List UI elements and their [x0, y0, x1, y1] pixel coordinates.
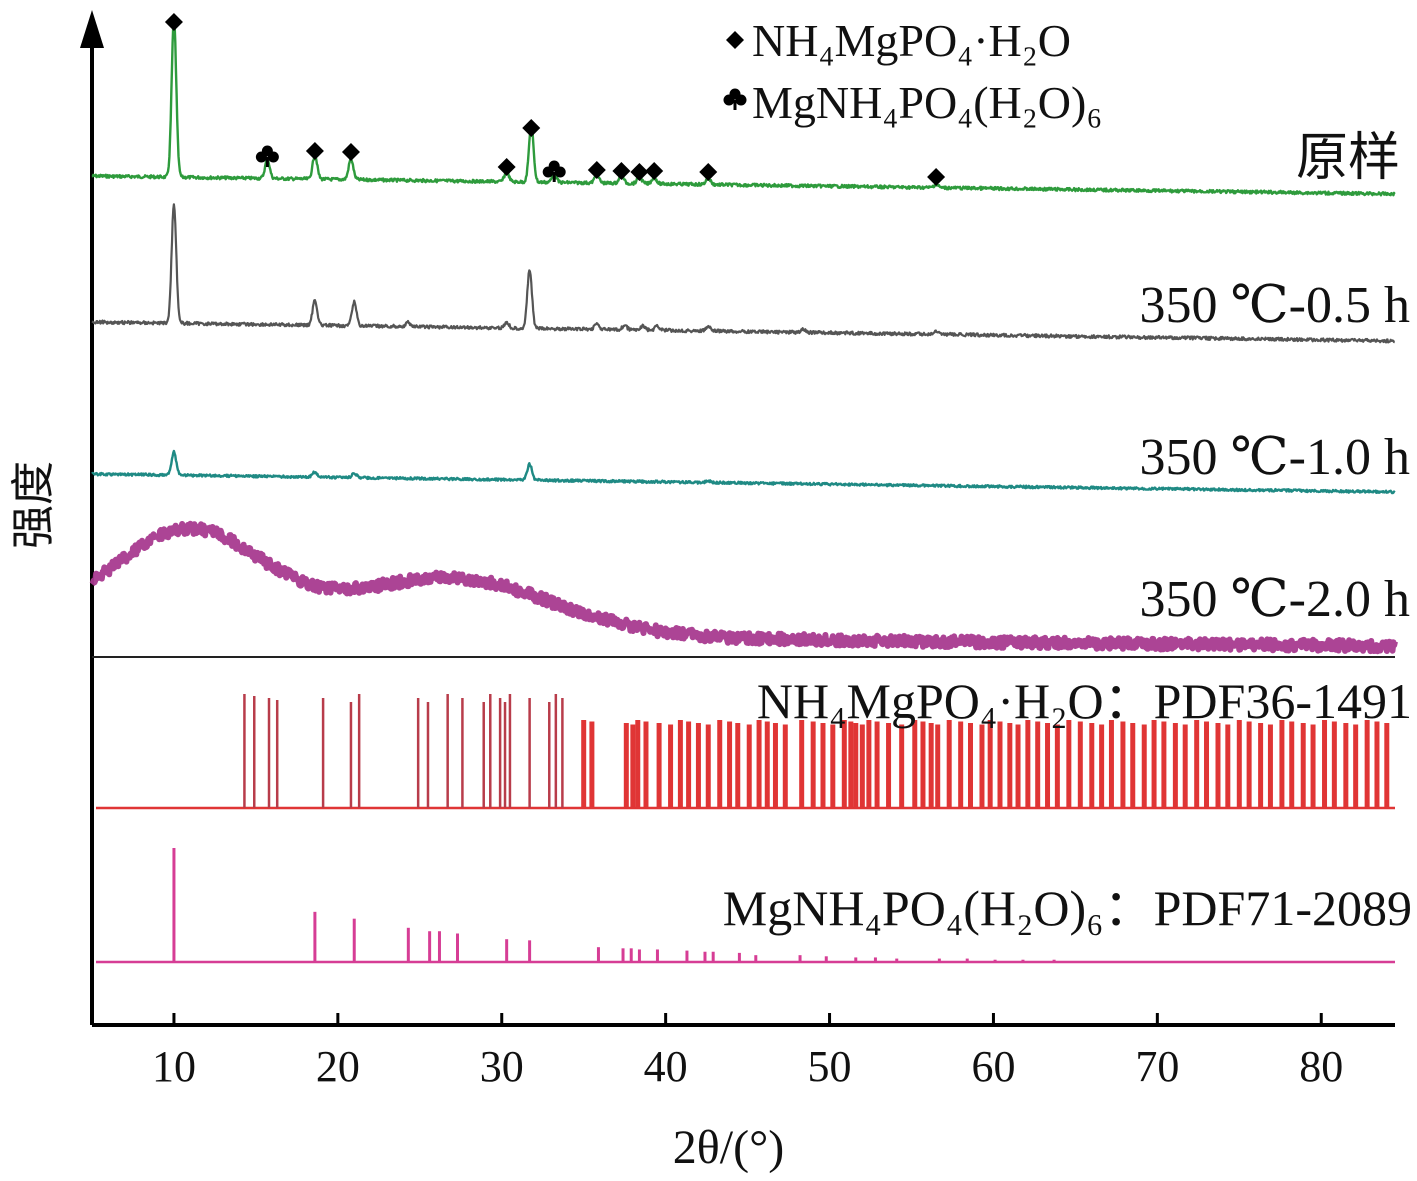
- peak-markers: [164, 13, 946, 186]
- diamond-marker: [497, 158, 516, 176]
- ref2-label: MgNH₄PO₄(H₂O)₆：PDF71-2089: [723, 880, 1412, 936]
- trace-t05: [91, 203, 1396, 344]
- diamond-marker: [522, 119, 541, 137]
- diamond-marker: [305, 142, 324, 160]
- reference-patterns: [96, 694, 1395, 964]
- x-tick-label: 20: [316, 1042, 360, 1091]
- y-axis-label: 强度: [8, 461, 59, 549]
- x-tick-label: 40: [644, 1042, 688, 1091]
- x-axis-label: 2θ/(°): [673, 1121, 785, 1174]
- series-label-original: 原样: [1296, 128, 1400, 188]
- x-tick-label: 30: [480, 1042, 524, 1091]
- ref1-label: NH₄MgPO₄·H₂O：PDF36-1491: [757, 673, 1412, 729]
- club-marker: [255, 145, 279, 167]
- club-marker: [723, 88, 747, 110]
- axes: 10 20 30 40 50 60 70 80: [80, 10, 1395, 1091]
- x-tick-label: 70: [1135, 1042, 1179, 1091]
- labels: 2θ/(°) 强度 原样 350 ℃-0.5 h 350 ℃-1.0 h 350 ℃-2.…: [8, 15, 1412, 1174]
- x-tick-label: 10: [152, 1042, 196, 1091]
- diamond-marker: [699, 163, 718, 181]
- diamond-marker: [587, 161, 606, 179]
- legend-entry-1: NH₄MgPO₄·H₂O: [752, 15, 1071, 66]
- trace-350c-2h: [89, 520, 1398, 655]
- club-marker: [542, 160, 566, 182]
- diamond-marker: [164, 13, 183, 31]
- x-tick-label: 50: [808, 1042, 852, 1091]
- x-tick-label: 60: [971, 1042, 1015, 1091]
- series-label-t10: 350 ℃-1.0 h: [1140, 429, 1411, 486]
- series-label-t05: 350 ℃-0.5 h: [1140, 277, 1411, 334]
- traces: [89, 17, 1398, 655]
- series-label-t20: 350 ℃-2.0 h: [1140, 571, 1411, 628]
- y-axis-arrow: [80, 10, 104, 48]
- diamond-marker: [645, 162, 664, 180]
- diamond-marker: [726, 31, 744, 49]
- legend-entry-2: MgNH₄PO₄(H₂O)₆: [752, 77, 1102, 128]
- x-tick-label: 80: [1299, 1042, 1343, 1091]
- trace-original: [91, 17, 1396, 197]
- diamond-marker: [927, 168, 946, 186]
- diamond-marker: [630, 163, 649, 181]
- diamond-marker: [612, 162, 631, 180]
- trace-t10: [91, 449, 1396, 495]
- diamond-marker: [341, 143, 360, 161]
